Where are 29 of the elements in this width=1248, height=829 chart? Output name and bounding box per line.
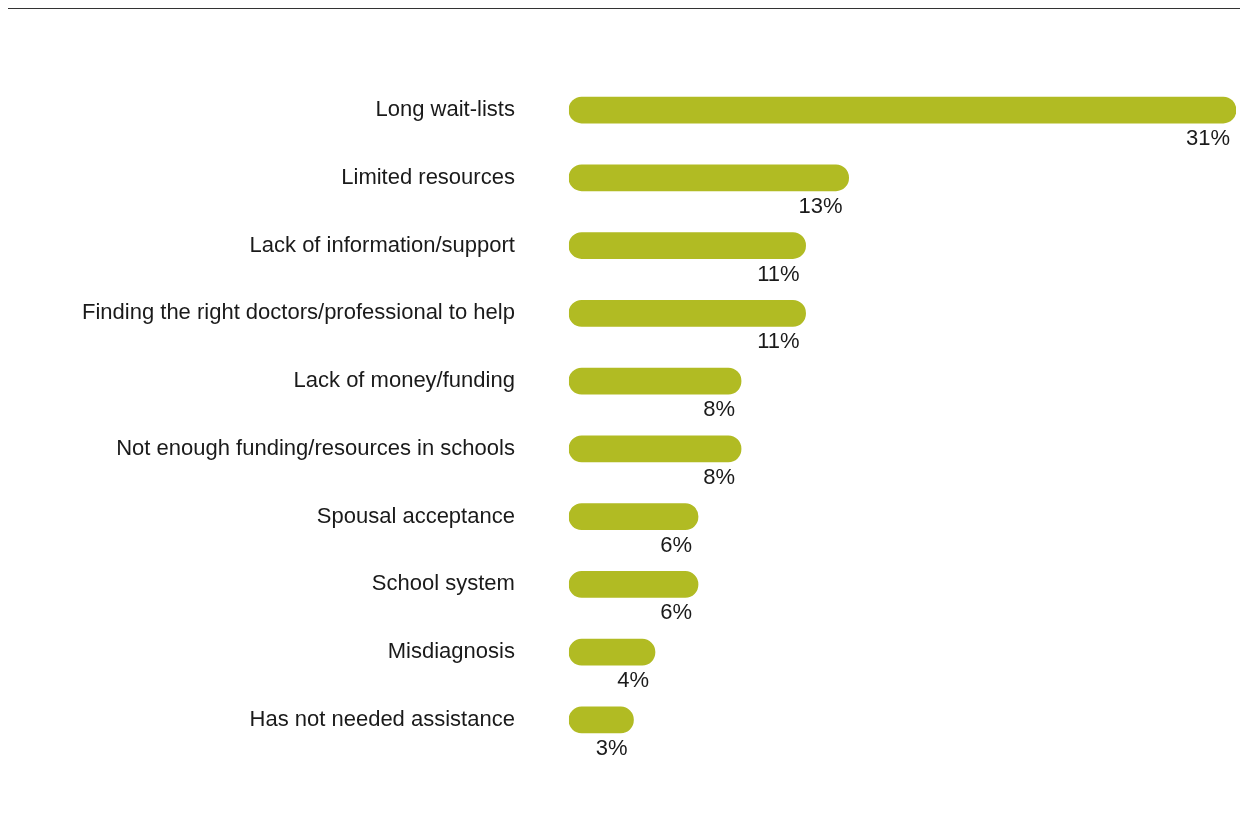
- bar: [568, 367, 742, 395]
- y-tick-label: Misdiagnosis: [387, 638, 515, 664]
- data-label: 6%: [660, 531, 693, 557]
- y-tick-label: Spousal acceptance: [316, 502, 515, 528]
- data-label: 8%: [703, 463, 736, 489]
- data-label: 3%: [595, 734, 628, 760]
- data-label: 11%: [757, 260, 800, 286]
- bar: [568, 435, 742, 463]
- y-tick-label: Not enough funding/resources in schools: [116, 434, 515, 460]
- y-tick-label: Lack of information/support: [249, 231, 515, 257]
- bar: [568, 638, 656, 666]
- y-tick-label: Has not needed assistance: [249, 705, 515, 731]
- y-tick-label: Long wait-lists: [375, 96, 515, 122]
- y-tick-label: Lack of money/funding: [293, 367, 515, 393]
- data-label: 4%: [617, 667, 649, 693]
- bar: [568, 300, 806, 327]
- data-label: 6%: [660, 599, 693, 625]
- y-tick-label: Finding the right doctors/professional to help: [82, 299, 515, 325]
- data-label: 13%: [798, 192, 843, 218]
- data-label: 31%: [1185, 125, 1230, 151]
- bar: [568, 164, 849, 192]
- data-label: 8%: [703, 396, 736, 422]
- data-label: 11%: [757, 328, 800, 354]
- y-tick-label: Limited resources: [341, 163, 515, 189]
- bar: [568, 96, 1236, 124]
- y-tick-label: School system: [371, 570, 515, 596]
- bar: [568, 232, 806, 259]
- bar: [568, 571, 699, 598]
- bar: [568, 503, 699, 530]
